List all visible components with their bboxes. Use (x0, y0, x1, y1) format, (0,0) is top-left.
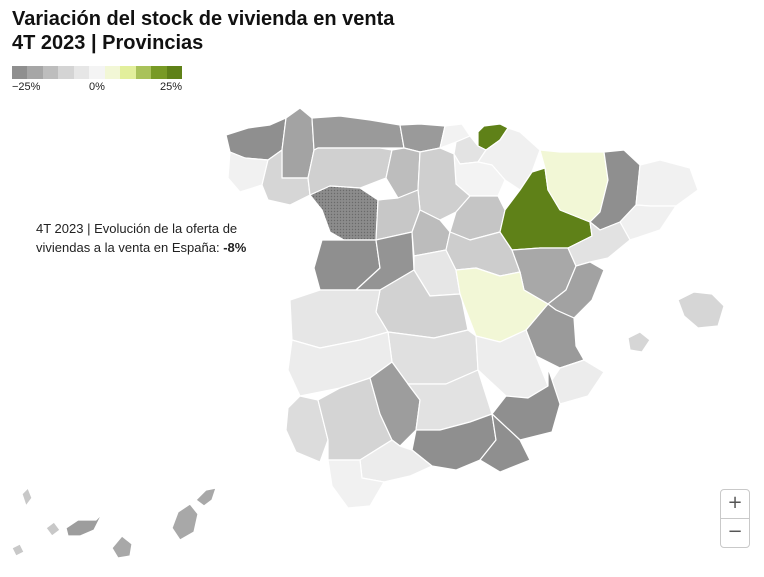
annotation-text: 4T 2023 | Evolución de la oferta de vivi… (36, 221, 238, 255)
province-las-palmas-3[interactable] (111, 535, 133, 559)
province-huelva[interactable] (285, 395, 329, 463)
zoom-in-button[interactable]: + (727, 492, 743, 513)
legend-swatch (104, 66, 121, 79)
province-almeria[interactable] (479, 413, 531, 473)
legend-mid-label: 0% (89, 81, 105, 93)
province-girona[interactable] (635, 159, 699, 207)
national-annotation: 4T 2023 | Evolución de la oferta de vivi… (36, 219, 256, 257)
title-line-2: 4T 2023 | Provincias (12, 32, 204, 54)
province-el-hierro[interactable] (11, 543, 25, 557)
legend-swatch (27, 66, 43, 79)
legend-swatch (166, 66, 182, 79)
province-cadiz[interactable] (327, 459, 385, 509)
legend-labels: −25% 0% 25% (12, 81, 182, 95)
province-lugo[interactable] (281, 107, 315, 179)
province-zamora[interactable] (309, 185, 379, 241)
province-tarragona[interactable] (567, 221, 631, 267)
annotation-value: -8% (223, 240, 247, 255)
zoom-out-button[interactable]: − (721, 518, 749, 547)
province-baleares-ibiza[interactable] (627, 331, 651, 353)
color-legend: −25% 0% 25% (12, 66, 182, 95)
province-las-palmas-1[interactable] (171, 503, 199, 541)
legend-swatch (73, 66, 90, 79)
legend-swatch (151, 66, 167, 79)
province-palencia[interactable] (385, 147, 421, 199)
legend-color-ramp (12, 66, 182, 79)
province-las-palmas-2[interactable] (195, 487, 217, 507)
title-line-1: Variación del stock de vivienda en venta (12, 8, 395, 30)
legend-swatch (12, 66, 28, 79)
zoom-control: + − (720, 489, 750, 548)
province-asturias[interactable] (311, 115, 405, 151)
province-baleares-mallorca[interactable] (677, 291, 725, 329)
province-la-gomera[interactable] (45, 521, 61, 537)
legend-min-label: −25% (12, 81, 41, 93)
province-tenerife[interactable] (65, 513, 103, 537)
legend-swatch (42, 66, 59, 79)
legend-swatch (89, 66, 105, 79)
map-title: Variación del stock de vivienda en venta… (12, 7, 394, 55)
legend-max-label: 25% (160, 81, 183, 93)
legend-swatch (58, 66, 74, 79)
legend-swatch (120, 66, 136, 79)
province-la-palma[interactable] (21, 487, 33, 507)
legend-swatch (135, 66, 152, 79)
